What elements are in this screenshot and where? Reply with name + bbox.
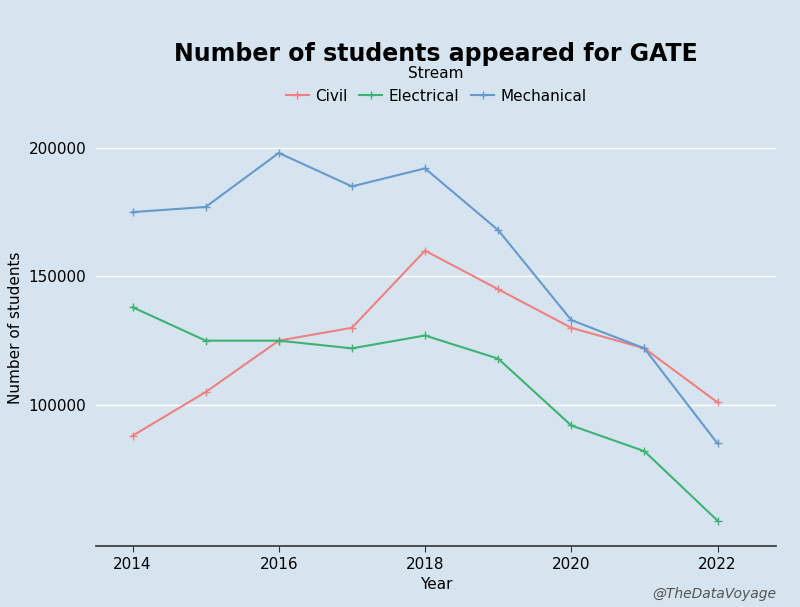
Electrical	[639, 447, 649, 455]
Y-axis label: Number of students: Number of students	[8, 251, 23, 404]
Electrical	[420, 332, 430, 339]
Mechanical	[201, 203, 210, 211]
Civil	[566, 324, 576, 331]
Mechanical	[128, 208, 138, 215]
Electrical	[128, 304, 138, 311]
Electrical	[494, 355, 503, 362]
Mechanical	[347, 183, 357, 190]
Mechanical	[566, 316, 576, 324]
Civil	[274, 337, 283, 344]
Civil	[713, 399, 722, 406]
Mechanical	[420, 164, 430, 172]
Text: @TheDataVoyage: @TheDataVoyage	[652, 587, 776, 601]
Civil	[201, 388, 210, 396]
Line: Mechanical: Mechanical	[128, 149, 722, 447]
Electrical	[201, 337, 210, 344]
Civil	[639, 345, 649, 352]
Civil	[494, 285, 503, 293]
Electrical	[713, 517, 722, 524]
Mechanical	[713, 440, 722, 447]
Electrical	[347, 345, 357, 352]
Mechanical	[639, 345, 649, 352]
Line: Civil: Civil	[128, 246, 722, 440]
Mechanical	[274, 149, 283, 157]
Mechanical	[494, 226, 503, 234]
Electrical	[274, 337, 283, 344]
Title: Number of students appeared for GATE: Number of students appeared for GATE	[174, 42, 698, 66]
Civil	[420, 247, 430, 254]
X-axis label: Year: Year	[420, 577, 452, 592]
Line: Electrical: Electrical	[128, 303, 722, 525]
Legend: Civil, Electrical, Mechanical: Civil, Electrical, Mechanical	[279, 60, 593, 110]
Civil	[347, 324, 357, 331]
Civil	[128, 432, 138, 439]
Electrical	[566, 422, 576, 429]
